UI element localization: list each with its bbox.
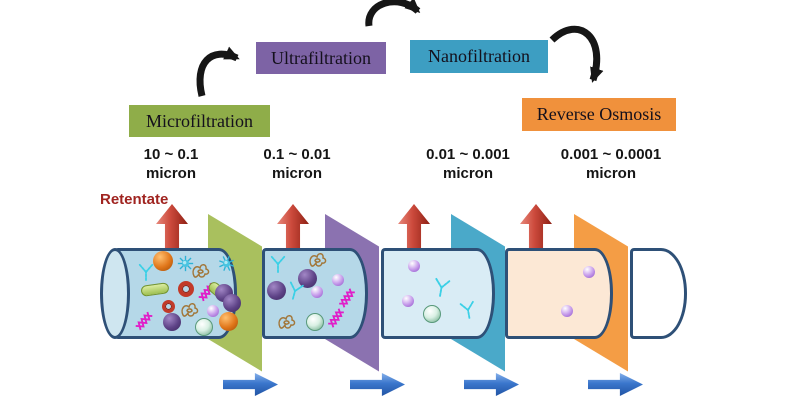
size-range-value: 10 ~ 0.1 [143,146,199,163]
particle-lavender-sphere [311,286,323,298]
particle-lavender-sphere [583,266,595,278]
stage-label-reverse-osmosis: Reverse Osmosis [536,104,662,124]
stage-label-nanofiltration: Nanofiltration [428,46,530,66]
particle-protein [277,312,297,330]
particle-green-sphere [306,313,324,331]
particle-virus [177,255,194,272]
particle-protein [191,261,211,279]
size-range-unit: micron [585,165,636,182]
retentate-up-arrow [277,204,309,254]
particle-antibody [269,255,287,273]
stage-box-nanofiltration: Nanofiltration [410,40,548,73]
particle-antibody [284,280,306,302]
size-range-unit: micron [271,165,322,182]
particle-green-sphere [195,318,213,336]
particle-orange-sphere [218,311,238,331]
particle-lavender-sphere [207,305,219,317]
tube-left-cap [100,248,130,339]
size-range-unit: micron [145,165,196,182]
curved-arrow-micro-to-ultra [196,46,240,97]
particle-purple-sphere [223,294,241,312]
particle-protein [180,300,200,318]
size-range-ultrafiltration: 0.1 ~ 0.01 micron [232,145,362,183]
particle-lavender-sphere [561,305,573,317]
tube-segment-after-ultrafiltration [381,248,495,339]
stage-box-reverse-osmosis: Reverse Osmosis [522,98,676,131]
particle-antibody [458,300,479,321]
particle-virus [215,252,237,274]
stage-label-ultrafiltration: Ultrafiltration [271,47,371,68]
particle-red-torus [161,299,175,313]
particle-lavender-sphere [332,274,344,286]
size-range-value: 0.1 ~ 0.01 [263,146,331,163]
size-range-reverse-osmosis: 0.001 ~ 0.0001 micron [546,145,676,183]
particle-dna [134,310,155,332]
particle-lavender-sphere [402,295,414,307]
stage-label-microfiltration: Microfiltration [146,110,253,131]
retentate-up-arrow [398,204,430,254]
particle-red-torus [178,281,194,297]
particle-purple-sphere [297,268,317,288]
particle-antibody [430,276,452,298]
flow-right-arrow [350,373,405,396]
stage-box-microfiltration: Microfiltration [129,105,270,137]
particle-green-sphere [423,305,441,323]
tube-segment-after-nanofiltration [505,248,613,339]
particle-lavender-sphere [408,260,420,272]
retentate-up-arrow [156,204,188,254]
flow-right-arrow [464,373,519,396]
retentate-up-arrow [520,204,552,254]
flow-right-arrow [223,373,278,396]
particle-purple-sphere [266,280,286,300]
particle-protein [308,250,328,268]
curved-arrow-ultra-to-nano [365,0,421,27]
stage-box-ultrafiltration: Ultrafiltration [256,42,386,74]
size-range-value: 0.001 ~ 0.0001 [560,146,662,163]
flow-right-arrow [588,373,643,396]
size-range-unit: micron [442,165,493,182]
particle-orange-sphere [153,251,173,271]
particle-dna [326,307,346,329]
particle-dna [337,287,357,309]
particle-antibody [137,263,155,281]
particle-purple-sphere [163,313,181,331]
retentate-label: Retentate [100,191,169,208]
size-range-nanofiltration: 0.01 ~ 0.001 micron [403,145,533,183]
size-range-microfiltration: 10 ~ 0.1 micron [106,145,236,183]
size-range-value: 0.01 ~ 0.001 [426,146,510,163]
curved-arrow-nano-to-ro [549,25,604,83]
tube-segment-permeate [630,248,687,339]
